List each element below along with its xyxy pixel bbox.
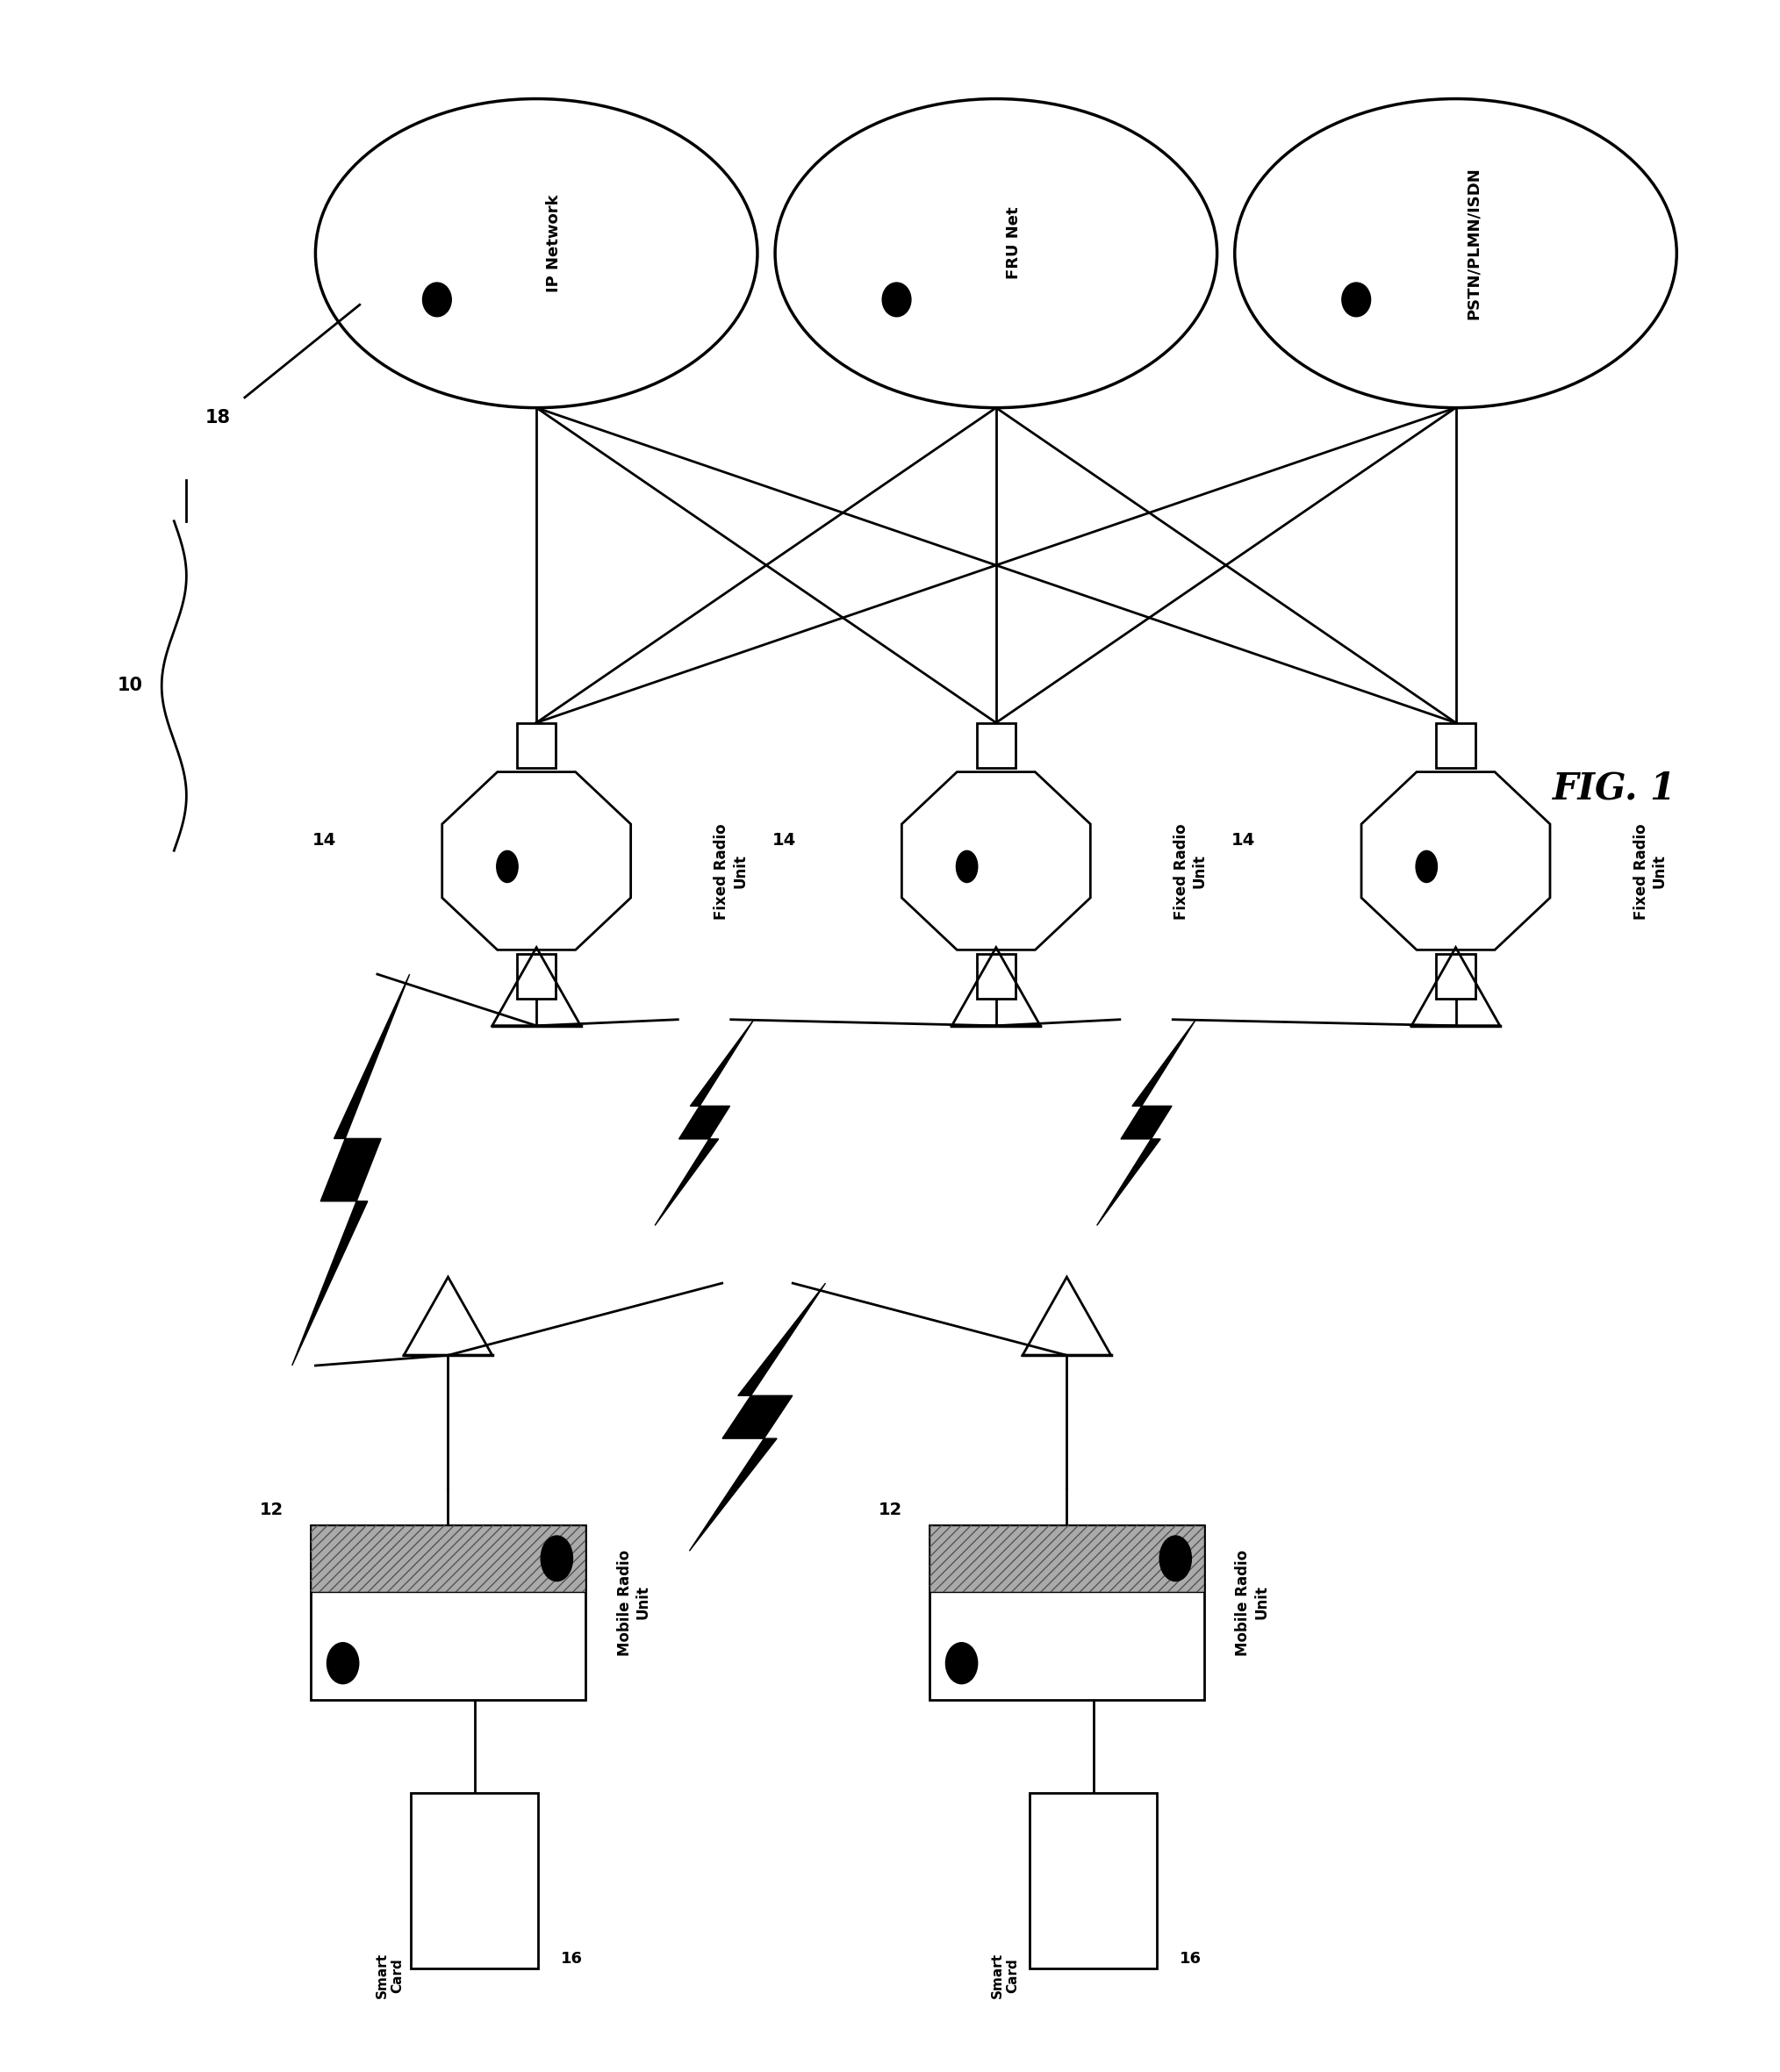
Text: 16: 16 [561,1952,582,1966]
Ellipse shape [1415,852,1436,883]
Text: FRU Net: FRU Net [1006,207,1022,280]
Ellipse shape [1342,282,1371,317]
Ellipse shape [1235,99,1677,408]
Ellipse shape [956,852,977,883]
Bar [1436,723,1476,769]
Text: 14: 14 [312,833,336,850]
Ellipse shape [497,852,518,883]
Bar [312,1525,586,1701]
Bar [312,1525,586,1591]
Bar [312,1525,586,1591]
Ellipse shape [422,282,452,317]
Polygon shape [1362,773,1550,949]
Polygon shape [441,773,630,949]
Bar [929,1525,1203,1591]
Text: 14: 14 [773,833,796,850]
Bar [516,723,555,769]
Text: IP Network: IP Network [546,195,562,292]
Bar [312,1525,586,1591]
Bar [977,953,1016,999]
Polygon shape [292,974,409,1365]
Ellipse shape [774,99,1218,408]
Text: Mobile Radio
Unit: Mobile Radio Unit [616,1550,651,1656]
Bar [411,1792,538,1968]
Bar [977,723,1016,769]
Text: 18: 18 [205,410,231,427]
Bar [929,1525,1203,1591]
Text: 12: 12 [260,1502,283,1519]
Text: Fixed Radio
Unit: Fixed Radio Unit [1173,823,1207,920]
Bar [929,1525,1203,1591]
Bar [1029,1792,1157,1968]
Text: Smart
Card: Smart Card [991,1952,1020,1997]
Ellipse shape [945,1643,977,1685]
Polygon shape [655,1019,755,1225]
Bar [929,1525,1203,1701]
Bar [516,953,555,999]
Ellipse shape [1159,1535,1191,1581]
Ellipse shape [541,1535,573,1581]
Text: PSTN/PLMN/ISDN: PSTN/PLMN/ISDN [1465,166,1481,319]
Text: 14: 14 [1232,833,1255,850]
Polygon shape [1096,1019,1196,1225]
Bar [1436,953,1476,999]
Polygon shape [689,1283,826,1552]
Text: 12: 12 [878,1502,902,1519]
Text: Fixed Radio
Unit: Fixed Radio Unit [714,823,748,920]
Text: Mobile Radio
Unit: Mobile Radio Unit [1235,1550,1269,1656]
Ellipse shape [328,1643,360,1685]
Polygon shape [902,773,1091,949]
Text: Smart
Card: Smart Card [376,1952,404,1997]
Text: Fixed Radio
Unit: Fixed Radio Unit [1632,823,1668,920]
Text: 10: 10 [117,678,142,694]
Ellipse shape [315,99,758,408]
Text: 16: 16 [1180,1952,1202,1966]
Ellipse shape [883,282,911,317]
Text: FIG. 1: FIG. 1 [1552,771,1677,808]
